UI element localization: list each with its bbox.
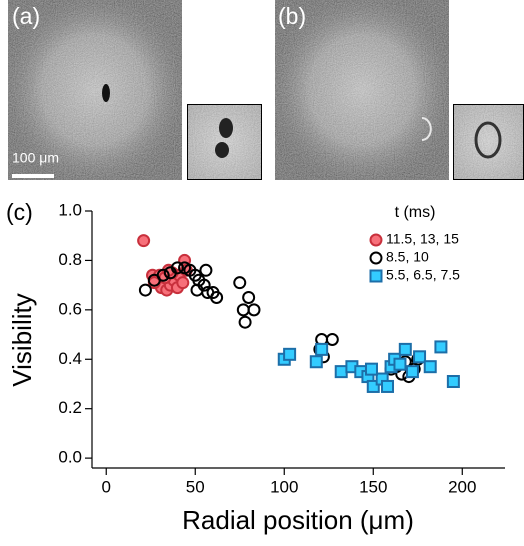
legend-title: t (ms) <box>395 204 436 221</box>
inset-image <box>453 104 524 180</box>
legend-label: 5.5, 6.5, 7.5 <box>386 267 460 283</box>
circle-marker <box>176 276 190 290</box>
circle-marker <box>325 333 339 346</box>
x-tick-label: 150 <box>359 477 387 496</box>
panel-label: (c) <box>6 199 33 225</box>
square-marker <box>446 375 460 389</box>
y-tick-label: 0.0 <box>58 448 82 467</box>
image <box>275 0 449 180</box>
circle-marker <box>238 315 252 329</box>
square-marker <box>364 362 378 376</box>
image <box>8 0 182 180</box>
circle-marker <box>138 283 152 297</box>
y-tick-label: 1.0 <box>58 200 82 219</box>
square-marker <box>334 365 348 379</box>
scatter-chart: (c) Visibility Radial position (μm) t (m… <box>6 199 505 535</box>
y-tick-label: 0.6 <box>58 299 82 318</box>
inset-spot <box>215 142 229 158</box>
square-marker <box>434 340 448 354</box>
square-marker <box>413 350 427 364</box>
legend-label: 11.5, 13, 15 <box>386 231 459 247</box>
square-marker <box>393 357 407 371</box>
inset-image <box>187 104 262 180</box>
circle-marker <box>233 276 247 290</box>
x-tick-label: 50 <box>186 477 205 496</box>
square-marker <box>315 342 329 356</box>
square-marker <box>366 379 380 393</box>
circle-marker <box>242 290 256 304</box>
square-marker <box>381 379 395 393</box>
circle-marker <box>247 303 261 317</box>
y-tick-label: 0.8 <box>58 250 82 269</box>
circle-marker <box>236 303 250 317</box>
panel-b: (b) <box>275 0 524 180</box>
square-marker <box>423 360 437 374</box>
x-tick-label: 200 <box>448 477 476 496</box>
ring <box>421 117 432 141</box>
circle-marker <box>170 261 184 275</box>
legend-marker <box>369 251 383 265</box>
scale-bar <box>12 174 54 178</box>
x-axis-label: Radial position (μm) <box>182 505 414 535</box>
panel-a: (a) 100 μm <box>8 0 262 180</box>
square-marker <box>309 355 323 369</box>
panel-label: (a) <box>12 3 40 29</box>
circle-marker <box>210 290 224 304</box>
circle-marker <box>137 234 151 248</box>
legend-marker <box>369 269 383 283</box>
inset-ring <box>474 121 502 159</box>
circle-marker <box>190 283 204 297</box>
inset-frame <box>187 104 262 180</box>
scale-label: 100 μm <box>12 150 59 166</box>
circle-marker <box>156 268 170 282</box>
legend-marker <box>369 233 383 247</box>
inset-spot <box>219 118 233 138</box>
y-axis-label: Visibility <box>7 293 37 386</box>
y-tick-label: 0.2 <box>58 398 82 417</box>
y-tick-label: 0.4 <box>58 349 82 368</box>
square-marker <box>405 365 419 379</box>
square-marker <box>398 342 412 356</box>
legend-label: 8.5, 10 <box>386 249 429 265</box>
circle-marker <box>199 263 213 277</box>
square-marker <box>283 347 297 361</box>
dark-spot <box>102 84 110 102</box>
panel-label: (b) <box>278 3 306 29</box>
x-tick-label: 0 <box>102 477 111 496</box>
x-tick-label: 100 <box>270 477 298 496</box>
